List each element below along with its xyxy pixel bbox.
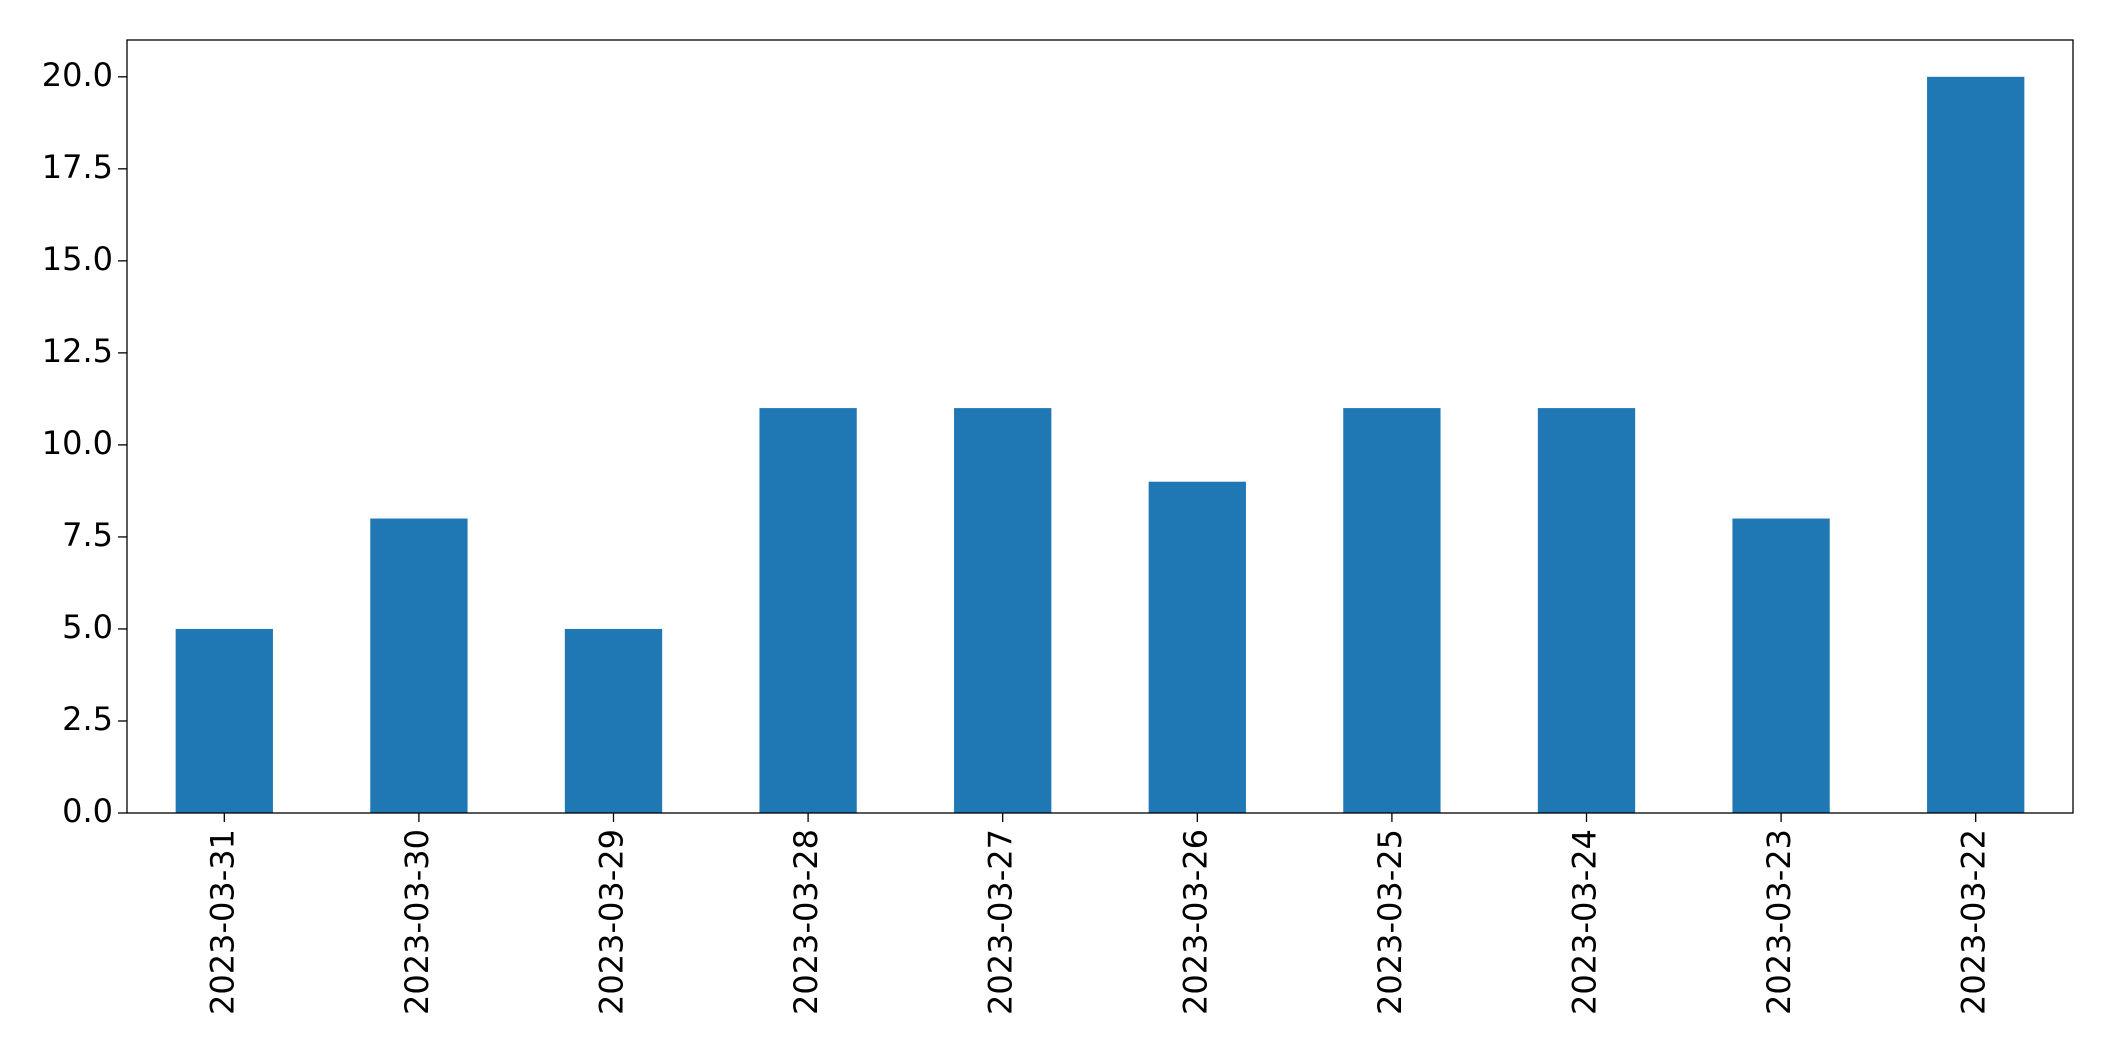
bar xyxy=(1732,518,1830,813)
bar xyxy=(370,518,468,813)
y-tick-label: 17.5 xyxy=(42,148,113,186)
x-tick-label: 2023-03-30 xyxy=(398,829,436,1015)
x-tick-label: 2023-03-26 xyxy=(1176,829,1214,1015)
y-tick-label: 15.0 xyxy=(42,240,113,278)
bar xyxy=(1537,408,1636,813)
x-tick-label: 2023-03-28 xyxy=(787,829,825,1015)
bar xyxy=(1343,408,1441,813)
x-tick-label: 2023-03-31 xyxy=(203,829,241,1015)
y-tick-label: 12.5 xyxy=(42,332,113,370)
x-tick-label: 2023-03-23 xyxy=(1760,829,1798,1015)
bar xyxy=(759,408,857,813)
bar xyxy=(954,408,1052,813)
plot-frame xyxy=(126,39,2074,814)
x-tick-label: 2023-03-25 xyxy=(1371,829,1409,1015)
y-tick-label: 2.5 xyxy=(62,700,113,738)
bar xyxy=(175,628,273,813)
x-tick-label: 2023-03-22 xyxy=(1955,829,1993,1015)
x-tick-label: 2023-03-27 xyxy=(982,829,1020,1015)
y-tick-label: 5.0 xyxy=(62,608,113,646)
x-tick-label: 2023-03-24 xyxy=(1566,829,1604,1015)
y-tick-label: 10.0 xyxy=(42,424,113,462)
y-tick-label: 20.0 xyxy=(42,56,113,94)
y-tick-label: 0.0 xyxy=(62,792,113,830)
bar xyxy=(564,628,663,813)
y-tick-label: 7.5 xyxy=(62,516,113,554)
bar xyxy=(1927,76,2025,814)
bar xyxy=(1148,481,1246,813)
x-tick-label: 2023-03-29 xyxy=(593,829,631,1015)
